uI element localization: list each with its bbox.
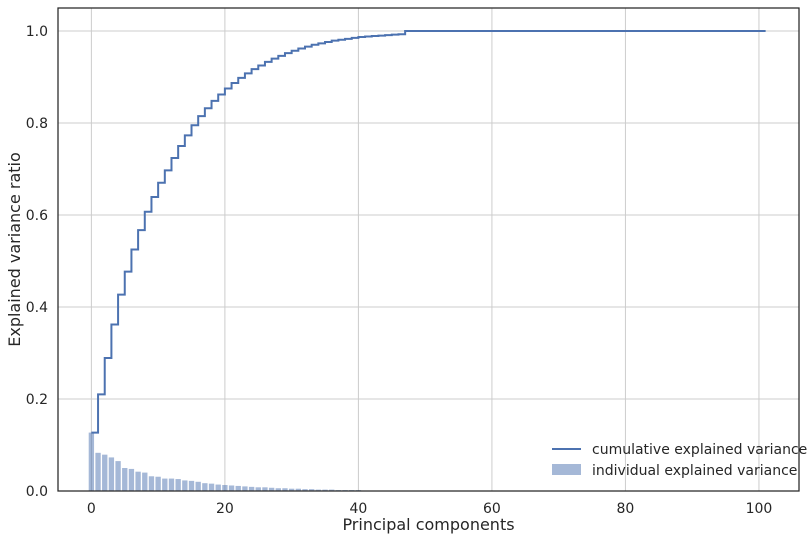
- x-axis-label: Principal components: [342, 515, 514, 534]
- variance-bar: [182, 480, 188, 491]
- x-tick-label: 100: [746, 501, 773, 517]
- variance-bar: [188, 480, 195, 491]
- variance-bar: [142, 472, 148, 491]
- variance-bar: [275, 488, 281, 491]
- variance-bar: [135, 471, 141, 491]
- x-tick-label: 60: [483, 501, 501, 517]
- y-tick-label: 0.4: [26, 300, 48, 316]
- legend-cumulative-label: cumulative explained variance: [592, 442, 807, 458]
- variance-bar: [215, 484, 221, 491]
- variance-bar: [242, 486, 248, 491]
- variance-bar: [309, 489, 315, 491]
- variance-bar: [262, 487, 268, 491]
- variance-bar: [288, 488, 295, 491]
- y-axis-label: Explained variance ratio: [5, 152, 24, 347]
- variance-bar: [302, 489, 308, 491]
- cumulative-step-path: [91, 30, 766, 434]
- variance-bar: [315, 489, 322, 491]
- y-tick-labels: 0.0 0.2 0.4 0.6 0.8 1.0: [26, 24, 48, 500]
- variance-bar: [88, 432, 95, 491]
- variance-bar: [202, 483, 208, 491]
- x-tick-label: 40: [349, 501, 367, 517]
- variance-bar: [235, 485, 241, 491]
- legend-individual-swatch: [552, 464, 581, 475]
- y-tick-label: 0.0: [26, 484, 48, 500]
- plot-frame: [57, 7, 800, 492]
- x-tick-label: 0: [87, 501, 96, 517]
- variance-bar: [115, 461, 121, 491]
- x-tick-labels: 0 20 40 60 80 100: [87, 501, 772, 517]
- y-tick-label: 0.2: [26, 392, 48, 408]
- legend: cumulative explained variance individual…: [552, 442, 807, 479]
- x-tick-label: 80: [617, 501, 635, 517]
- variance-bar: [122, 468, 128, 491]
- cumulative-variance-step-line: [91, 30, 766, 434]
- y-tick-label: 0.6: [26, 208, 48, 224]
- variance-bar: [155, 476, 161, 491]
- x-tick-label: 20: [216, 501, 234, 517]
- variance-bar: [248, 486, 255, 491]
- variance-bar: [268, 487, 275, 491]
- variance-bar: [208, 483, 215, 491]
- variance-bar: [222, 485, 228, 491]
- legend-individual-label: individual explained variance: [592, 463, 797, 479]
- grid-lines: [58, 8, 799, 492]
- variance-bar: [148, 476, 155, 491]
- variance-bar: [322, 489, 328, 491]
- variance-bar: [95, 452, 101, 491]
- y-tick-label: 1.0: [26, 24, 48, 40]
- variance-bar: [255, 487, 261, 491]
- variance-bar: [102, 454, 108, 491]
- variance-bar: [295, 488, 301, 491]
- variance-bar: [228, 485, 235, 491]
- variance-bar: [329, 489, 335, 491]
- y-tick-label: 0.8: [26, 116, 48, 132]
- variance-bar: [108, 457, 115, 491]
- variance-bar: [128, 468, 135, 491]
- variance-bar: [175, 479, 181, 491]
- variance-bar: [162, 478, 168, 491]
- variance-bar: [168, 478, 175, 491]
- individual-variance-bars: [88, 432, 402, 491]
- variance-bar: [282, 488, 288, 491]
- variance-bar: [195, 481, 201, 491]
